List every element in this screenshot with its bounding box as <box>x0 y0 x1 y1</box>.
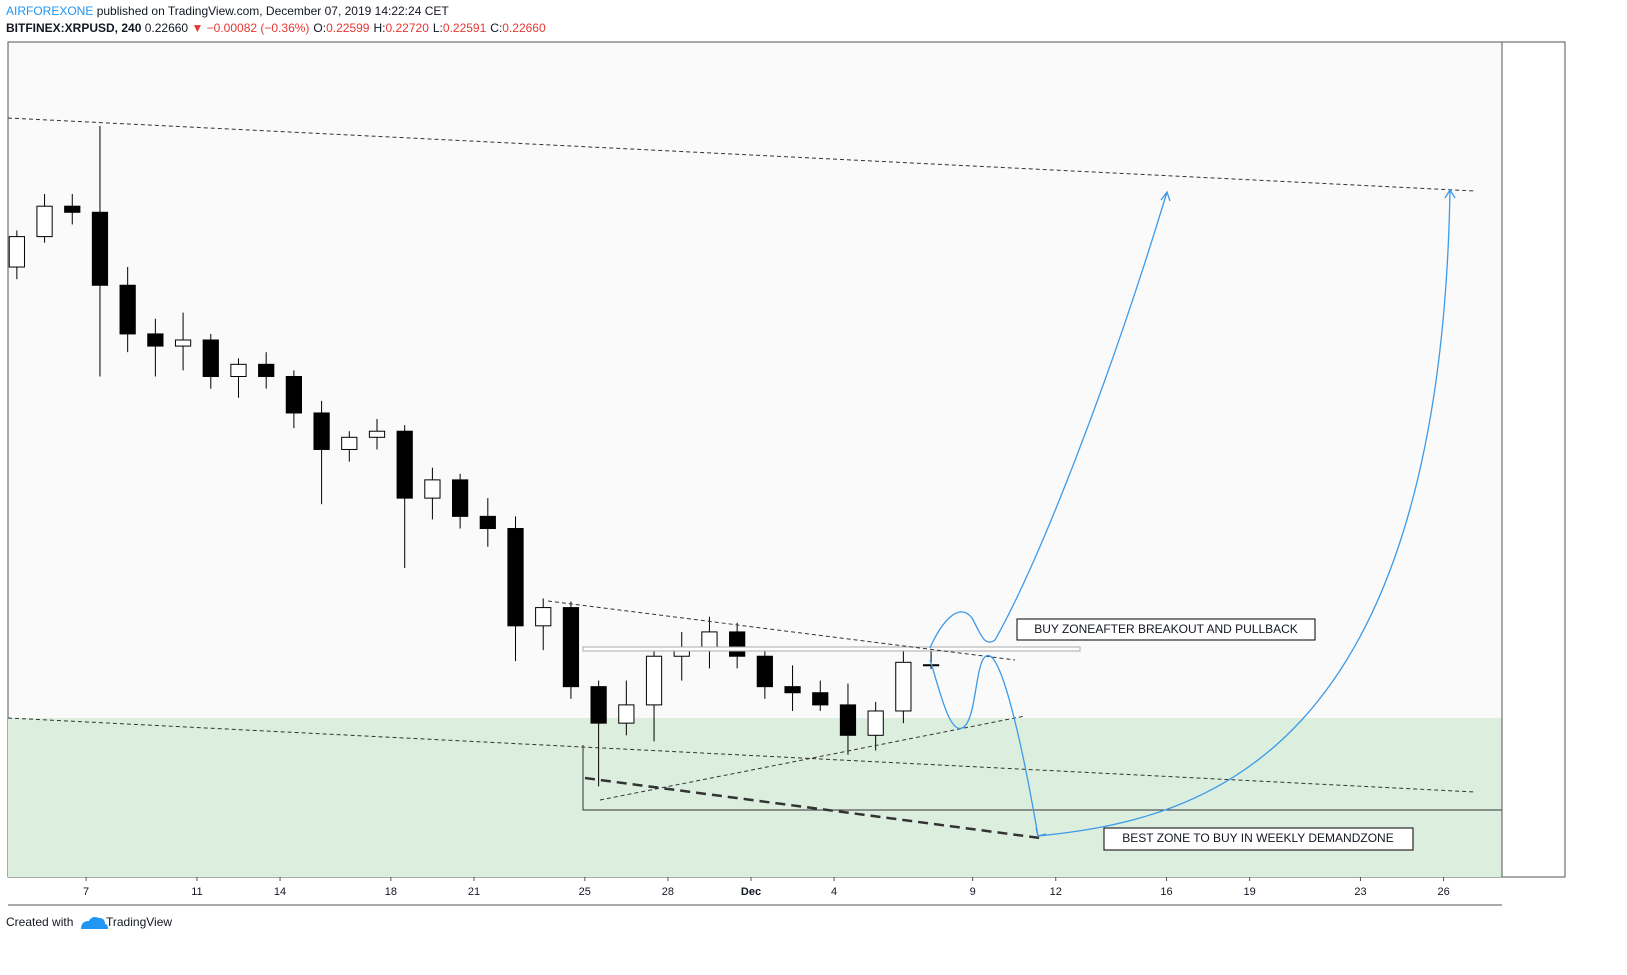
candle-body <box>64 205 81 213</box>
demand-zone <box>8 718 1502 877</box>
candle-body <box>147 333 164 347</box>
annotation-box <box>1016 618 1316 641</box>
x-tick-label: 4 <box>831 886 837 898</box>
trendline <box>599 715 1026 801</box>
x-tick-label: 11 <box>191 886 202 898</box>
candle-body <box>895 661 912 712</box>
candle-body <box>618 704 635 724</box>
arrow-head <box>1160 190 1171 202</box>
candle-body <box>36 205 53 238</box>
candle-body <box>756 655 773 688</box>
symbol-line: BITFINEX:XRPUSD, 240 0.22660 ▼ −0.00082 … <box>6 21 546 35</box>
x-tick-label: 21 <box>468 886 480 898</box>
candle-body <box>119 284 136 335</box>
author: AIRFOREXONE <box>6 4 93 18</box>
x-tick-label: 14 <box>274 886 286 898</box>
x-tick-label: 16 <box>1160 886 1172 898</box>
candle-body <box>313 412 330 450</box>
annotation-box <box>1103 827 1414 851</box>
x-tick-label: 19 <box>1244 886 1256 898</box>
x-tick-label: 25 <box>579 886 591 898</box>
arrow-head <box>1035 827 1047 837</box>
arrow-head <box>1444 188 1456 199</box>
trendline <box>584 776 1041 840</box>
candle-body <box>867 710 884 736</box>
candle-body <box>729 631 746 657</box>
x-tick-label: 28 <box>662 886 674 898</box>
ohlc-label: O: <box>313 21 326 35</box>
candle-body <box>258 363 275 377</box>
candle-body <box>285 375 303 414</box>
x-tick-label: 23 <box>1354 886 1366 898</box>
breakout-band <box>582 646 1081 652</box>
x-tick-label: Dec <box>741 886 761 898</box>
footer-text: Created with <box>6 915 73 929</box>
drawings <box>7 117 1502 851</box>
ohlc-label: C: <box>490 21 502 35</box>
price-axis <box>1501 41 1566 878</box>
footer: Created with TradingView <box>6 915 172 929</box>
x-tick-label: 7 <box>83 886 89 898</box>
candle-body <box>507 528 524 627</box>
candle-body <box>396 430 413 499</box>
candle-body <box>424 479 441 499</box>
candle-body <box>812 692 829 706</box>
ohlc-value: 0.22720 <box>385 21 429 35</box>
candle-body <box>645 655 663 706</box>
annotation: BUY ZONEAFTER BREAKOUT AND PULLBACK <box>1034 622 1298 636</box>
candles <box>8 125 940 787</box>
ohlc-value: 0.22599 <box>326 21 370 35</box>
candle-body <box>479 515 496 530</box>
change: ▼ −0.00082 (−0.36%) <box>191 21 309 35</box>
annotation: BEST ZONE TO BUY IN WEEKLY DEMANDZONE <box>1122 831 1393 845</box>
candle-body <box>590 686 607 724</box>
ohlc: O:0.22599 H:0.22720 L:0.22591 C:0.22660 <box>313 21 546 35</box>
candle-body <box>341 436 358 450</box>
candle-body <box>368 430 386 438</box>
header: AIRFOREXONE published on TradingView.com… <box>6 4 546 35</box>
candle-body <box>174 339 192 347</box>
ohlc-label: L: <box>433 21 443 35</box>
candle-body <box>535 607 552 627</box>
candle-body <box>562 607 580 688</box>
symbol: BITFINEX:XRPUSD, 240 <box>6 21 142 35</box>
projection-arrow <box>929 189 1451 837</box>
candle-body <box>451 479 469 517</box>
candle-body <box>91 211 109 286</box>
ohlc-value: 0.22591 <box>443 21 487 35</box>
candle-body <box>202 339 219 377</box>
trendline <box>547 600 1016 661</box>
candle-body <box>784 686 801 694</box>
candle-body <box>8 236 25 268</box>
candle-body <box>839 704 857 736</box>
candle-body <box>230 363 247 377</box>
last-price: 0.22660 <box>145 21 189 35</box>
ohlc-label: H: <box>373 21 385 35</box>
published: published on TradingView.com, December 0… <box>97 4 450 18</box>
ohlc-value: 0.22660 <box>502 21 546 35</box>
footer-brand: TradingView <box>106 915 172 929</box>
x-tick-label: 26 <box>1437 886 1449 898</box>
x-tick-label: 18 <box>385 886 397 898</box>
x-tick-label: 9 <box>970 886 976 898</box>
logo <box>81 917 108 929</box>
header-line: AIRFOREXONE published on TradingView.com… <box>6 4 449 18</box>
level-line <box>582 745 1502 811</box>
x-tick-label: 12 <box>1050 886 1062 898</box>
projection-arrow <box>929 191 1168 649</box>
